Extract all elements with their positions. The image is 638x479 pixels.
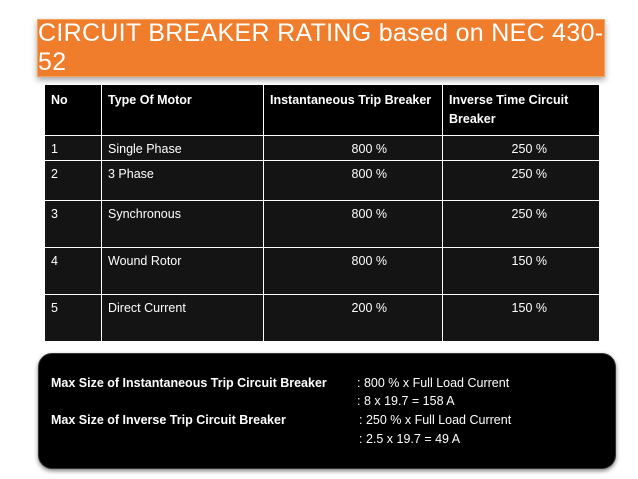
inverse-label: Max Size of Inverse Trip Circuit Breaker bbox=[51, 413, 286, 427]
page-title-text: CIRCUIT BREAKER RATING based on NEC 430-… bbox=[38, 19, 604, 76]
cell-inst: 800 % bbox=[263, 247, 443, 295]
table-row: 4 Wound Rotor 800 % 150 % bbox=[44, 247, 600, 295]
cell-inverse: 250 % bbox=[442, 200, 600, 248]
inst-label: Max Size of Instantaneous Trip Circuit B… bbox=[51, 376, 327, 390]
cell-inverse: 150 % bbox=[442, 294, 600, 342]
cell-no: 1 bbox=[44, 135, 102, 161]
cell-type: Direct Current bbox=[101, 294, 264, 342]
cell-inverse: 250 % bbox=[442, 160, 600, 201]
page-title: CIRCUIT BREAKER RATING based on NEC 430-… bbox=[37, 19, 605, 77]
cell-inst: 800 % bbox=[263, 135, 443, 161]
cell-no: 5 bbox=[44, 294, 102, 342]
cell-type: 3 Phase bbox=[101, 160, 264, 201]
header-no: No bbox=[44, 84, 102, 136]
cell-inverse: 150 % bbox=[442, 247, 600, 295]
cell-type: Single Phase bbox=[101, 135, 264, 161]
table-header-row: No Type Of Motor Instantaneous Trip Brea… bbox=[44, 84, 600, 136]
table-row: 2 3 Phase 800 % 250 % bbox=[44, 160, 600, 201]
inst-formula: : 800 % x Full Load Current bbox=[357, 376, 510, 390]
table-row: 5 Direct Current 200 % 150 % bbox=[44, 294, 600, 342]
inverse-result: : 2.5 x 19.7 = 49 A bbox=[359, 432, 461, 446]
cell-inst: 800 % bbox=[263, 160, 443, 201]
cell-type: Wound Rotor bbox=[101, 247, 264, 295]
header-type-of-motor: Type Of Motor bbox=[101, 84, 264, 136]
header-instantaneous-trip: Instantaneous Trip Breaker bbox=[263, 84, 443, 136]
inst-result: : 8 x 19.7 = 158 A bbox=[357, 394, 455, 408]
cell-inst: 800 % bbox=[263, 200, 443, 248]
cell-inst: 200 % bbox=[263, 294, 443, 342]
header-inverse-time: Inverse Time Circuit Breaker bbox=[442, 84, 600, 136]
inverse-formula: : 250 % x Full Load Current bbox=[359, 413, 512, 427]
breaker-rating-table: No Type Of Motor Instantaneous Trip Brea… bbox=[44, 84, 600, 342]
cell-no: 4 bbox=[44, 247, 102, 295]
cell-no: 3 bbox=[44, 200, 102, 248]
calculation-note-box: Max Size of Instantaneous Trip Circuit B… bbox=[38, 353, 616, 469]
table-row: 1 Single Phase 800 % 250 % bbox=[44, 135, 600, 161]
cell-inverse: 250 % bbox=[442, 135, 600, 161]
cell-no: 2 bbox=[44, 160, 102, 201]
table-row: 3 Synchronous 800 % 250 % bbox=[44, 200, 600, 248]
cell-type: Synchronous bbox=[101, 200, 264, 248]
